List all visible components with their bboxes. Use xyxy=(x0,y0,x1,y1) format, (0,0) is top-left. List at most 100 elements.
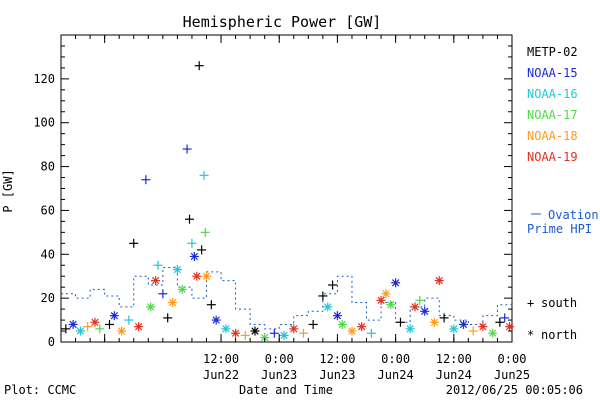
north-point xyxy=(391,278,401,288)
north-point xyxy=(381,289,391,299)
south-point xyxy=(163,313,173,323)
legend-entry: NOAA-16 xyxy=(527,87,578,101)
north-point xyxy=(90,317,100,327)
north-point xyxy=(151,276,161,286)
south-point xyxy=(439,313,449,323)
north-point xyxy=(357,322,367,332)
south-point xyxy=(318,291,328,301)
legend-symbol-label: north xyxy=(541,328,577,342)
north-point xyxy=(386,300,396,310)
x-tick-label-date: Jun22 xyxy=(203,368,239,382)
south-point xyxy=(415,295,425,305)
south-point xyxy=(269,328,279,338)
south-point xyxy=(298,328,308,338)
north-point xyxy=(429,317,439,327)
south-point xyxy=(328,280,338,290)
north-point xyxy=(172,265,182,275)
y-tick-label: 80 xyxy=(41,160,55,174)
south-point xyxy=(395,317,405,327)
south-point xyxy=(182,144,192,154)
legend-entry: NOAA-17 xyxy=(527,108,578,122)
north-point xyxy=(192,271,202,281)
south-point xyxy=(308,319,318,329)
north-point xyxy=(376,295,386,305)
x-axis-label: Date and Time xyxy=(239,383,333,397)
x-tick-label-time: 0:00 xyxy=(498,352,527,366)
north-point xyxy=(109,311,119,321)
x-tick-label-time: 12:00 xyxy=(436,352,472,366)
north-point xyxy=(279,330,289,340)
x-tick-label-date: Jun25 xyxy=(494,368,530,382)
south-point xyxy=(104,319,114,329)
legend-entry: NOAA-18 xyxy=(527,129,578,143)
north-point xyxy=(337,319,347,329)
north-point xyxy=(75,326,85,336)
data-points-group xyxy=(61,61,515,343)
plot-frame xyxy=(60,34,513,343)
south-point xyxy=(61,324,71,334)
south-point xyxy=(206,300,216,310)
south-point xyxy=(468,326,478,336)
legend-symbol-marker: * xyxy=(527,328,534,342)
north-point xyxy=(478,322,488,332)
y-tick-label: 0 xyxy=(48,335,55,349)
x-tick-label-time: 0:00 xyxy=(265,352,294,366)
north-point xyxy=(410,302,420,312)
south-point xyxy=(153,260,163,270)
south-point xyxy=(500,313,510,323)
north-point xyxy=(250,326,260,336)
north-point xyxy=(420,306,430,316)
south-point xyxy=(129,238,139,248)
south-point xyxy=(158,289,168,299)
north-point xyxy=(347,326,357,336)
north-point xyxy=(449,324,459,334)
x-tick-label-date: Jun24 xyxy=(378,368,414,382)
x-tick-label-time: 0:00 xyxy=(381,352,410,366)
north-point xyxy=(177,284,187,294)
south-point xyxy=(240,330,250,340)
north-point xyxy=(68,319,78,329)
x-tick-label-date: Jun23 xyxy=(319,368,355,382)
north-point xyxy=(332,311,342,321)
north-point xyxy=(289,324,299,334)
y-tick-label: 20 xyxy=(41,291,55,305)
north-point xyxy=(134,322,144,332)
x-tick-label-date: Jun23 xyxy=(261,368,297,382)
south-point xyxy=(495,317,505,327)
south-point xyxy=(83,322,93,332)
plot-credit: Plot: CCMC xyxy=(4,383,76,397)
north-point xyxy=(146,302,156,312)
y-tick-label: 60 xyxy=(41,203,55,217)
legend-symbol-marker: + xyxy=(527,296,534,310)
north-point xyxy=(117,326,127,336)
y-axis: 0 20 40 60 80 100 120 xyxy=(33,45,512,349)
x-tick-label-time: 12:00 xyxy=(319,352,355,366)
legend-symbol-label: south xyxy=(541,296,577,310)
south-point xyxy=(197,245,207,255)
south-point xyxy=(124,315,134,325)
south-point xyxy=(185,214,195,224)
x-tick-label-time: 12:00 xyxy=(203,352,239,366)
legend-entry: NOAA-15 xyxy=(527,66,578,80)
legend-ovation-line1: Ovation xyxy=(548,208,599,222)
legend-ovation-line2: Prime HPI xyxy=(527,222,592,236)
y-tick-label: 40 xyxy=(41,247,55,261)
north-point xyxy=(459,319,469,329)
south-point xyxy=(366,328,376,338)
south-point xyxy=(95,324,105,334)
chart-title: Hemispheric Power [GW] xyxy=(183,13,382,31)
north-point xyxy=(434,276,444,286)
north-point xyxy=(231,328,241,338)
south-point xyxy=(187,238,197,248)
south-point xyxy=(141,175,151,185)
legend-entry: NOAA-19 xyxy=(527,150,578,164)
north-point xyxy=(405,324,415,334)
north-point xyxy=(505,322,515,332)
south-point xyxy=(200,227,210,237)
legend-entry: METP-02 xyxy=(527,45,578,59)
north-point xyxy=(211,315,221,325)
north-point xyxy=(168,298,178,308)
y-tick-label: 120 xyxy=(33,72,55,86)
y-tick-label: 100 xyxy=(33,116,55,130)
